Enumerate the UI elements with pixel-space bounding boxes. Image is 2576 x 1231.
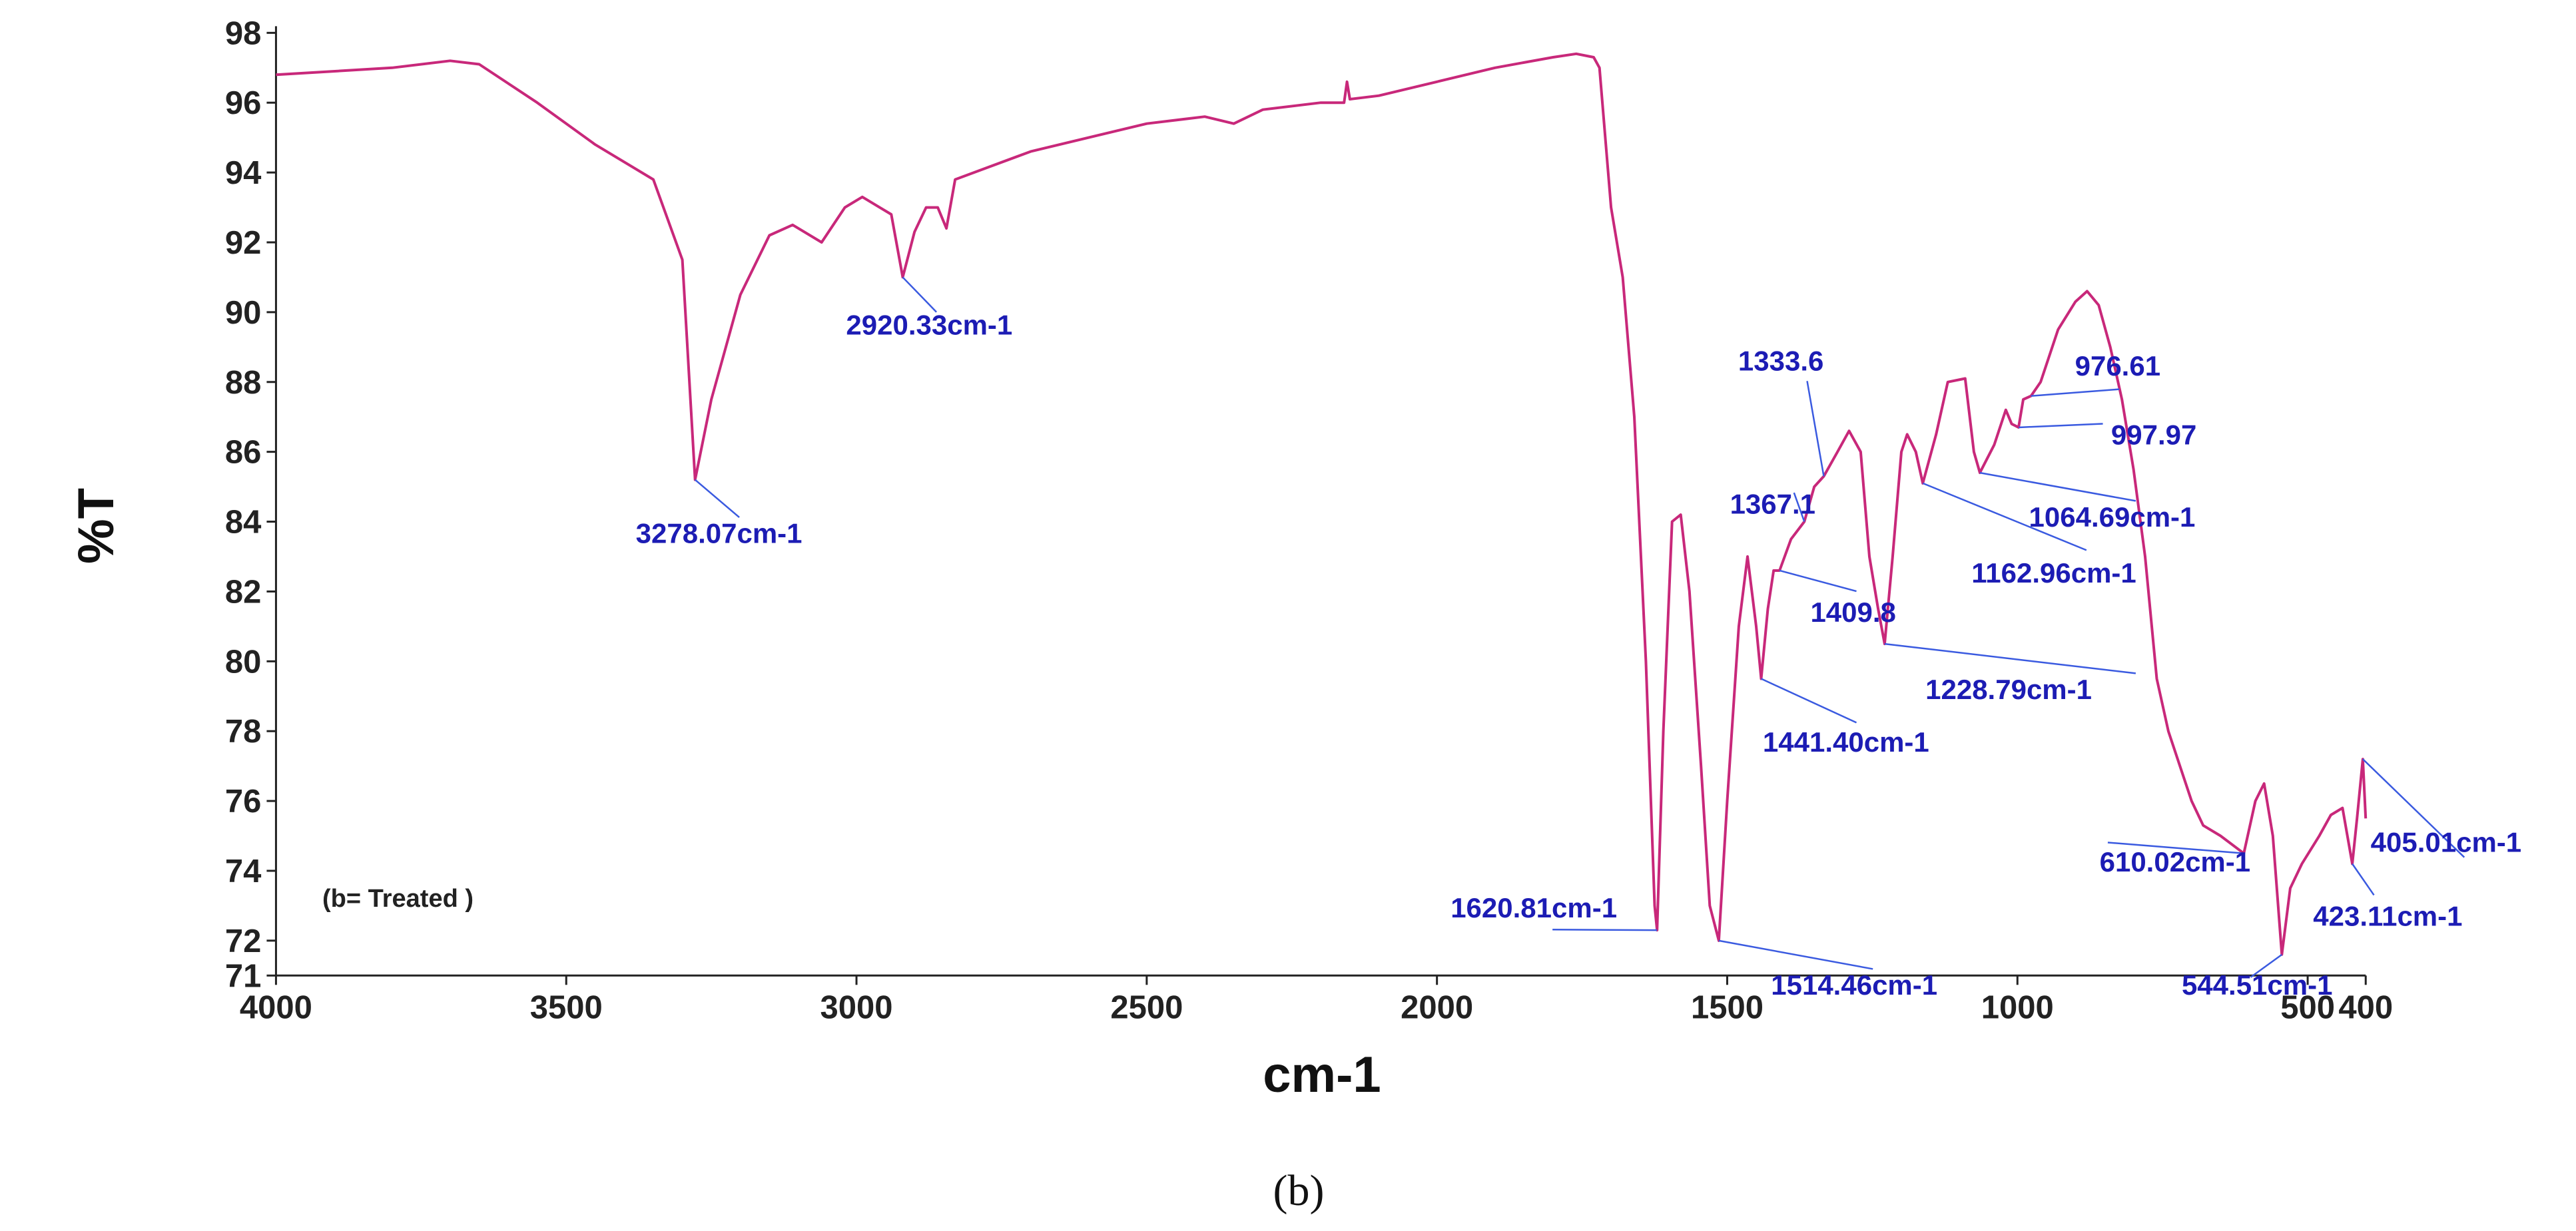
sample-note: (b= Treated ) [322, 885, 474, 913]
y-tick-label: 84 [225, 505, 262, 541]
figure-caption: (b) [1273, 1166, 1325, 1215]
peak-label: 1409.8 [1810, 597, 1895, 628]
x-tick-label: 400 [2338, 989, 2393, 1025]
peak-label: 1367.1 [1730, 488, 1815, 519]
x-axis-title: cm-1 [1263, 1047, 1381, 1103]
y-tick-label: 88 [225, 365, 262, 401]
peak-label: 2920.33cm-1 [846, 309, 1012, 340]
y-tick-label: 94 [225, 155, 262, 191]
peak-label: 1064.69cm-1 [2029, 501, 2196, 533]
peak-label: 610.02cm-1 [2100, 846, 2251, 877]
x-tick-label: 2500 [1110, 989, 1183, 1025]
peak-label: 1333.6 [1738, 346, 1823, 377]
x-tick-label: 2000 [1401, 989, 1473, 1025]
y-tick-label: 72 [225, 923, 262, 959]
y-tick-label: 80 [225, 644, 262, 680]
peak-label: 544.51cm-1 [2182, 969, 2333, 1001]
peak-leader [902, 276, 937, 313]
x-tick-label: 4000 [240, 989, 312, 1025]
x-tick-label: 3500 [530, 989, 603, 1025]
peak-leader [2250, 953, 2283, 978]
peak-label: 423.11cm-1 [2313, 900, 2462, 931]
y-tick-label: 82 [225, 574, 262, 610]
peak-label: 405.01cm-1 [2371, 826, 2522, 858]
peak-leader [1718, 939, 1873, 970]
peak-leader [1761, 678, 1857, 724]
peak-leader [1884, 642, 2136, 674]
y-tick-label: 98 [225, 15, 262, 51]
x-tick-label: 3000 [820, 989, 893, 1025]
peak-label: 3278.07cm-1 [636, 518, 803, 549]
peak-label: 1162.96cm-1 [1971, 557, 2136, 589]
peak-label: 1228.79cm-1 [1925, 674, 2092, 705]
peak-leader [2362, 758, 2465, 858]
peak-label: 976.61 [2075, 350, 2160, 381]
peak-leader [694, 479, 740, 519]
x-tick-label: 1500 [1691, 989, 1764, 1025]
spectrum-line [276, 52, 2368, 956]
peak-leader [2018, 423, 2103, 429]
y-tick-label: 86 [225, 435, 262, 471]
peak-leader [1922, 482, 2087, 551]
y-tick-label: 71 [225, 958, 262, 994]
x-tick-label: 500 [2280, 989, 2335, 1025]
peak-leader [1552, 928, 1658, 931]
peak-leader [1806, 381, 1825, 477]
y-tick-label: 96 [225, 85, 262, 121]
y-tick-label: 74 [225, 854, 262, 889]
peak-leader [1793, 492, 1805, 522]
peak-label: 1514.46cm-1 [1771, 969, 1937, 1001]
y-tick-label: 92 [225, 225, 262, 261]
peak-label: 1620.81cm-1 [1450, 892, 1617, 923]
peak-leader [2107, 842, 2244, 854]
y-tick-label: 90 [225, 295, 262, 331]
peak-label: 997.97 [2111, 419, 2196, 451]
peak-leader [1979, 471, 2136, 502]
peak-leader [2031, 388, 2120, 397]
peak-leader [2352, 863, 2375, 896]
y-tick-label: 78 [225, 714, 262, 750]
peak-label: 1441.40cm-1 [1763, 726, 1929, 758]
peak-leader [1779, 569, 1857, 593]
x-tick-label: 1000 [1981, 989, 2054, 1025]
y-tick-label: 76 [225, 784, 262, 820]
y-axis-title: %T [68, 488, 125, 564]
